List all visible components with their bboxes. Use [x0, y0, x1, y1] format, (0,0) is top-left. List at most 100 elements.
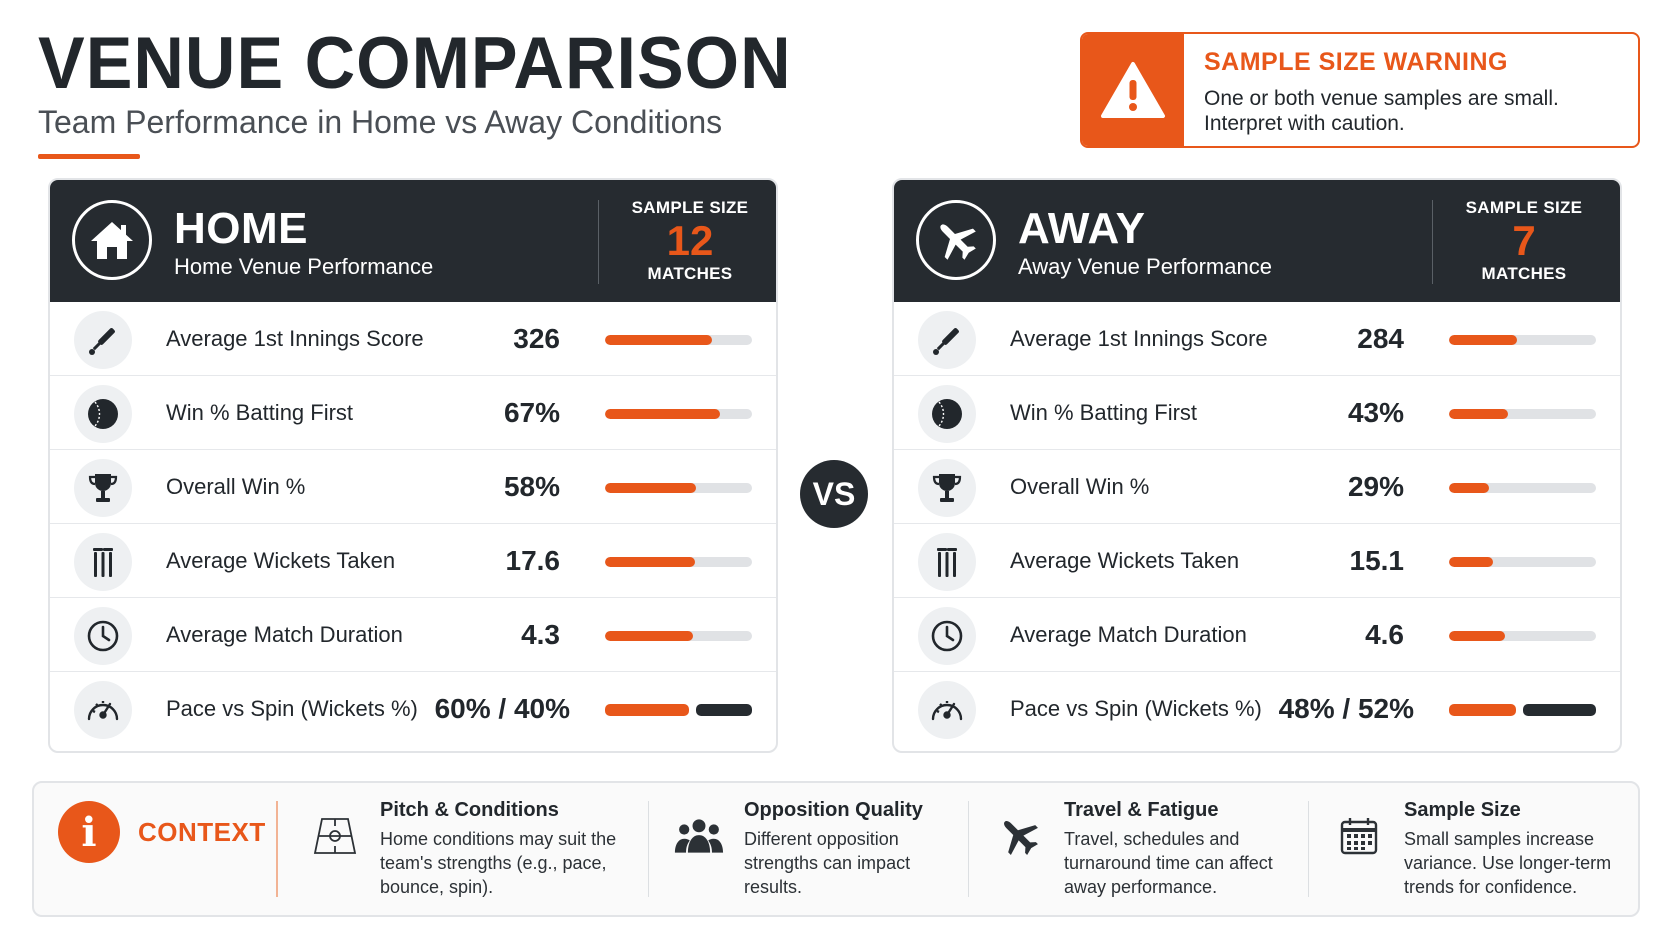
context-label: CONTEXT — [138, 817, 266, 847]
page-subtitle: Team Performance in Home vs Away Conditi… — [38, 104, 723, 140]
home-header: HOME Home Venue Performance SAMPLE SIZE … — [50, 180, 776, 302]
metric-row: Win % Batting First 67% — [50, 376, 776, 450]
page-title: VENUE COMPARISON — [38, 22, 792, 104]
metric-label: Pace vs Spin (Wickets %) — [166, 696, 418, 721]
metric-bar-track — [605, 631, 752, 641]
house-icon — [72, 200, 152, 280]
sample-size-label: SAMPLE SIZE — [1465, 198, 1583, 217]
away-panel: AWAY Away Venue Performance SAMPLE SIZE … — [892, 178, 1622, 753]
metric-label: Win % Batting First — [166, 400, 354, 425]
sample-size-unit: MATCHES — [647, 264, 733, 283]
metric-value: 4.3 — [521, 619, 560, 650]
metric-bar-track — [1449, 409, 1596, 419]
wickets-stumps-icon — [918, 533, 976, 591]
metric-label: Average Match Duration — [166, 622, 403, 647]
metric-label: Average Wickets Taken — [166, 548, 396, 573]
metric-value: 326 — [513, 323, 560, 354]
cricket-ball-icon — [74, 385, 132, 443]
metric-bar-fill — [605, 557, 695, 567]
context-item-text: Different opposition strengths can impac… — [744, 829, 911, 897]
pitch-icon — [310, 813, 360, 859]
metric-value: 284 — [1357, 323, 1404, 354]
metric-label: Average 1st Innings Score — [1010, 326, 1268, 351]
metric-bar-fill — [1449, 335, 1517, 345]
context-divider — [276, 801, 278, 897]
metric-bar-fill — [1449, 409, 1508, 419]
metric-row: Average Wickets Taken 15.1 — [894, 524, 1620, 598]
metric-label: Win % Batting First — [1010, 400, 1198, 425]
speedometer-icon — [918, 681, 976, 739]
cricket-bat-icon — [918, 311, 976, 369]
metric-label: Overall Win % — [1010, 474, 1150, 499]
pace-spin-bar — [1449, 704, 1596, 716]
context-item-title: Sample Size — [1404, 799, 1521, 821]
people-group-icon — [674, 813, 724, 859]
metric-label: Average Match Duration — [1010, 622, 1247, 647]
sample-size-value: 7 — [1512, 217, 1536, 264]
metric-bar-track — [605, 409, 752, 419]
speedometer-icon — [74, 681, 132, 739]
metric-bar-track — [605, 557, 752, 567]
context-separator — [1308, 801, 1309, 897]
context-separator — [968, 801, 969, 897]
metric-bar-fill — [1449, 557, 1494, 567]
airplane-icon — [916, 200, 996, 280]
away-sample-size: SAMPLE SIZE 7 MATCHES — [1439, 198, 1609, 284]
context-item-title: Pitch & Conditions — [380, 799, 559, 821]
clock-icon — [74, 607, 132, 665]
context-item-title: Opposition Quality — [744, 799, 923, 821]
wickets-stumps-icon — [74, 533, 132, 591]
sample-size-label: SAMPLE SIZE — [631, 198, 749, 217]
sample-size-warning: SAMPLE SIZE WARNING One or both venue sa… — [1080, 32, 1640, 148]
warning-triangle-icon — [1101, 62, 1165, 118]
metric-bar-track — [605, 483, 752, 493]
context-item-text: Small samples increase variance. Use lon… — [1404, 829, 1612, 897]
away-title: AWAY — [1018, 204, 1146, 253]
context-panel: i CONTEXT Pitch & Conditions Home condit… — [32, 781, 1640, 917]
metric-value: 43% — [1347, 397, 1404, 428]
metric-value: 60% / 40% — [434, 693, 570, 724]
warning-title: SAMPLE SIZE WARNING — [1204, 48, 1508, 76]
metric-row: Average 1st Innings Score 284 — [894, 302, 1620, 376]
trophy-icon — [74, 459, 132, 517]
metric-label: Average 1st Innings Score — [166, 326, 424, 351]
metric-value: 67% — [503, 397, 560, 428]
away-metrics: Average 1st Innings Score 284 Win % Battin… — [894, 302, 1620, 744]
warning-icon-box — [1082, 34, 1184, 146]
home-title: HOME — [174, 204, 308, 253]
metric-row: Average 1st Innings Score 326 — [50, 302, 776, 376]
cricket-ball-icon — [918, 385, 976, 443]
metric-bar-fill — [1449, 483, 1489, 493]
metric-label: Pace vs Spin (Wickets %) — [1010, 696, 1262, 721]
away-subtitle: Away Venue Performance — [1018, 254, 1272, 279]
metric-value: 17.6 — [505, 545, 561, 576]
home-subtitle: Home Venue Performance — [174, 254, 434, 279]
pace-segment — [1449, 704, 1516, 716]
metric-bar-fill — [605, 483, 697, 493]
metric-row: Pace vs Spin (Wickets %) 48% / 52% — [894, 672, 1620, 744]
trophy-icon — [918, 459, 976, 517]
metric-value: 4.6 — [1365, 619, 1404, 650]
header-divider — [598, 200, 599, 284]
home-metrics: Average 1st Innings Score 326 Win % Battin… — [50, 302, 776, 744]
metric-bar-track — [1449, 483, 1596, 493]
metric-label: Overall Win % — [166, 474, 306, 499]
warning-text: One or both venue samples are small. Int… — [1204, 87, 1559, 135]
cricket-bat-icon — [74, 311, 132, 369]
spin-segment — [696, 704, 752, 716]
airplane-icon — [994, 813, 1044, 859]
context-item-text: Travel, schedules and turnaround time ca… — [1064, 829, 1273, 897]
away-header: AWAY Away Venue Performance SAMPLE SIZE … — [894, 180, 1620, 302]
pace-segment — [605, 704, 689, 716]
metric-value: 48% / 52% — [1278, 693, 1414, 724]
metric-row: Average Match Duration 4.6 — [894, 598, 1620, 672]
metric-row: Average Wickets Taken 17.6 — [50, 524, 776, 598]
context-separator — [648, 801, 649, 897]
clock-icon — [918, 607, 976, 665]
metric-row: Pace vs Spin (Wickets %) 60% / 40% — [50, 672, 776, 744]
metric-value: 15.1 — [1349, 545, 1405, 576]
metric-row: Win % Batting First 43% — [894, 376, 1620, 450]
metric-row: Average Match Duration 4.3 — [50, 598, 776, 672]
metric-label: Average Wickets Taken — [1010, 548, 1240, 573]
vs-badge: VS — [800, 460, 868, 528]
